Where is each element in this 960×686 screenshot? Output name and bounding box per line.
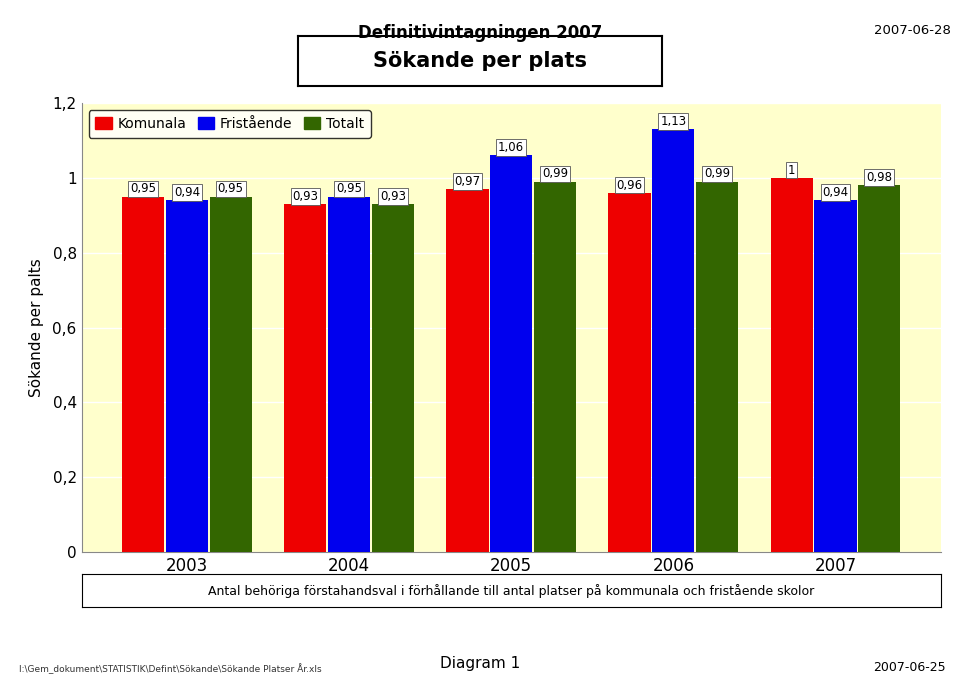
Text: 0,97: 0,97 (454, 175, 481, 188)
Text: 0,96: 0,96 (616, 178, 642, 191)
Text: 0,95: 0,95 (218, 182, 244, 196)
Text: 0,94: 0,94 (174, 186, 200, 199)
Text: Diagram 1: Diagram 1 (440, 656, 520, 671)
Text: 1: 1 (788, 164, 796, 177)
Bar (771, 178, 813, 552)
Text: 1,06: 1,06 (498, 141, 524, 154)
Text: 0,98: 0,98 (866, 171, 892, 184)
Bar (446, 189, 489, 552)
Bar (696, 182, 738, 552)
Text: Antal behöriga förstahandsval i förhållande till antal platser på kommunala och : Antal behöriga förstahandsval i förhålla… (208, 584, 814, 598)
Bar (491, 155, 532, 552)
Text: 0,99: 0,99 (541, 167, 568, 180)
Text: 2007-06-25: 2007-06-25 (873, 661, 946, 674)
Bar (209, 196, 252, 552)
Bar (814, 200, 856, 552)
Text: 0,95: 0,95 (336, 182, 362, 196)
Bar (858, 185, 900, 552)
Bar (122, 196, 164, 552)
Text: 0,94: 0,94 (823, 186, 849, 199)
Bar (166, 200, 208, 552)
Text: 0,93: 0,93 (380, 190, 406, 203)
Bar (372, 204, 414, 552)
Y-axis label: Sökande per palts: Sökande per palts (29, 258, 44, 397)
Text: 0,93: 0,93 (292, 190, 319, 203)
Bar (534, 182, 576, 552)
Bar (328, 196, 371, 552)
Text: 1,13: 1,13 (660, 115, 686, 128)
Text: 0,95: 0,95 (131, 182, 156, 196)
Text: 0,99: 0,99 (704, 167, 731, 180)
Text: Definitivintagningen 2007: Definitivintagningen 2007 (358, 24, 602, 42)
Legend: Komunala, Fristående, Totalt: Komunala, Fristående, Totalt (88, 110, 371, 138)
Bar (609, 193, 651, 552)
Text: I:\Gem_dokument\STATISTIK\Defint\Sökande\Sökande Platser År.xls: I:\Gem_dokument\STATISTIK\Defint\Sökande… (19, 663, 322, 674)
Text: 2007-06-28: 2007-06-28 (874, 24, 950, 37)
Text: Sökande per plats: Sökande per plats (373, 51, 587, 71)
Bar (652, 129, 694, 552)
Bar (284, 204, 326, 552)
